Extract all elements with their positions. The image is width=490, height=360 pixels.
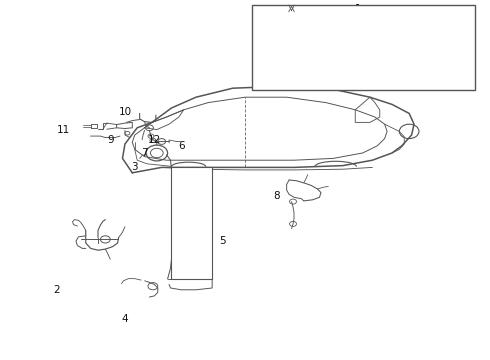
Bar (171, 167, 212, 279)
Text: 5: 5 (220, 236, 226, 246)
Text: 10: 10 (119, 107, 131, 117)
Text: 7: 7 (141, 148, 148, 158)
Text: 4: 4 (122, 314, 128, 324)
Text: 3: 3 (131, 162, 138, 172)
Text: 8: 8 (273, 191, 280, 201)
Text: 9: 9 (107, 135, 114, 145)
Text: 1: 1 (354, 4, 361, 14)
Text: 2: 2 (53, 285, 60, 295)
Text: 12: 12 (147, 135, 161, 145)
Text: 1: 1 (354, 4, 361, 14)
Text: 11: 11 (57, 125, 71, 135)
Bar (252, 5, 475, 90)
Text: 6: 6 (178, 141, 185, 151)
